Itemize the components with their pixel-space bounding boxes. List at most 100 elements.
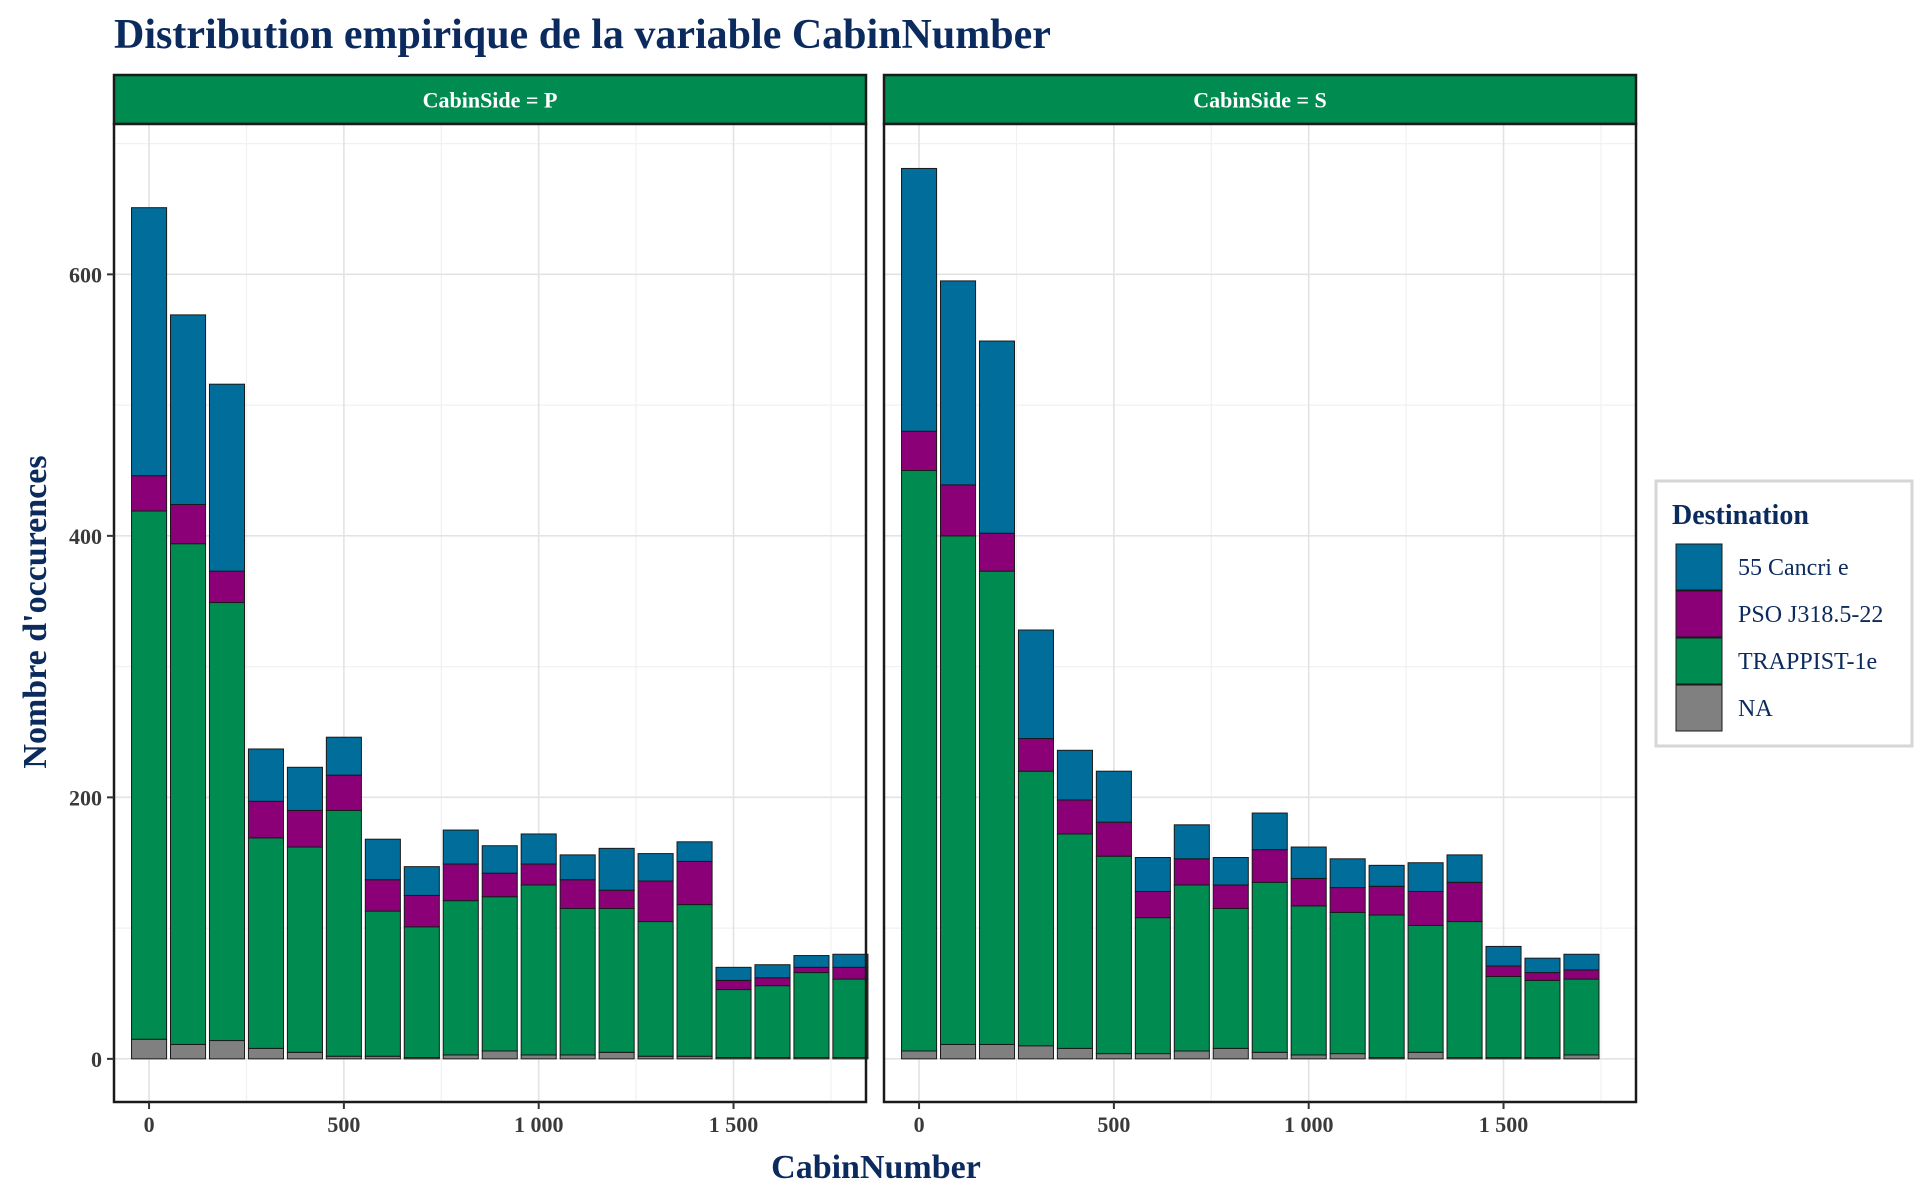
- bar-segment-trappist-1e: [1407, 924, 1444, 1053]
- y-axis-label: Nombre d'occurences: [17, 455, 54, 768]
- panel-border: [882, 122, 1638, 1104]
- bar-segment-trappist-1e: [598, 907, 635, 1053]
- bar-segment-pso-j318-5-22: [559, 879, 596, 909]
- bar-segment-trappist-1e: [208, 602, 246, 1042]
- bar-segment-pso-j318-5-22: [170, 503, 207, 545]
- x-tick-label: 0: [914, 1112, 925, 1137]
- bar-segment-trappist-1e: [676, 904, 713, 1057]
- bar-segment-na: [170, 1043, 207, 1060]
- bar-segment-pso-j318-5-22: [1563, 969, 1600, 980]
- bar-segment-na: [940, 1043, 977, 1060]
- bar-segment-trappist-1e: [1329, 911, 1366, 1055]
- bar-segment-pso-j318-5-22: [481, 872, 518, 898]
- legend-label: NA: [1738, 696, 1773, 722]
- bar-segment-na: [208, 1040, 246, 1060]
- bar-segment-pso-j318-5-22: [286, 809, 323, 848]
- x-tick-label: 500: [327, 1112, 360, 1137]
- bar-segment-trappist-1e: [1290, 905, 1327, 1056]
- bar-segment-na: [1329, 1053, 1366, 1060]
- bar-segment-trappist-1e: [1173, 884, 1210, 1052]
- x-tick-label: 1 500: [709, 1112, 759, 1137]
- bar-segment-55-cancri-e: [715, 966, 752, 981]
- bar-segment-trappist-1e: [832, 978, 869, 1059]
- bar-segment-trappist-1e: [481, 896, 518, 1052]
- bar-segment-trappist-1e: [978, 570, 1016, 1045]
- bar-segment-pso-j318-5-22: [1212, 884, 1249, 909]
- bar-segment-55-cancri-e: [1251, 812, 1288, 851]
- bar-segment-na: [978, 1043, 1016, 1060]
- bar-segment-pso-j318-5-22: [978, 532, 1016, 572]
- bar-segment-pso-j318-5-22: [403, 894, 440, 928]
- bar-segment-trappist-1e: [940, 535, 977, 1045]
- bar-segment-55-cancri-e: [598, 847, 635, 891]
- bar-segment-pso-j318-5-22: [442, 863, 479, 902]
- bar-segment-pso-j318-5-22: [247, 800, 284, 839]
- bar-segment-trappist-1e: [1212, 907, 1249, 1049]
- bar-segment-pso-j318-5-22: [1446, 881, 1483, 923]
- facet-panel: CabinSide = S 0 500 1 000 1 500: [882, 73, 1638, 1137]
- legend-swatch: [1675, 590, 1723, 638]
- bar-segment-pso-j318-5-22: [1524, 972, 1561, 981]
- bar-segment-pso-j318-5-22: [940, 484, 977, 537]
- facet-panel: CabinSide = P 0 500 1 000 1 500 0 200 400 600: [69, 73, 869, 1137]
- chart-title: Distribution empirique de la variable Ca…: [114, 12, 1051, 58]
- bar-segment-trappist-1e: [754, 985, 791, 1059]
- bar-segment-pso-j318-5-22: [1173, 858, 1210, 886]
- x-axis-label: CabinNumber: [771, 1149, 981, 1186]
- bar-segment-55-cancri-e: [403, 866, 440, 896]
- bar-segment-55-cancri-e: [793, 955, 830, 968]
- legend-label: TRAPPIST-1e: [1738, 649, 1877, 675]
- bar-segment-na: [1173, 1050, 1210, 1060]
- bar-segment-na: [442, 1054, 479, 1060]
- x-tick-label: 1 000: [514, 1112, 564, 1137]
- bar-segment-pso-j318-5-22: [754, 977, 791, 987]
- bar-segment-pso-j318-5-22: [364, 879, 401, 912]
- bar-segment-pso-j318-5-22: [1290, 877, 1327, 907]
- y-tick-label: 200: [69, 785, 102, 810]
- bar-segment-55-cancri-e: [325, 736, 362, 776]
- facet-strip-label: CabinSide = P: [423, 88, 558, 113]
- bar-segment-55-cancri-e: [1368, 864, 1405, 887]
- bar-segment-na: [131, 1038, 168, 1060]
- bar-segment-pso-j318-5-22: [1251, 849, 1288, 883]
- bar-segment-55-cancri-e: [676, 841, 713, 862]
- bar-segment-trappist-1e: [520, 884, 557, 1056]
- bar-segment-trappist-1e: [1368, 914, 1405, 1059]
- bar-segment-trappist-1e: [793, 972, 830, 1059]
- bar-segment-55-cancri-e: [1173, 824, 1210, 860]
- bar-segment-trappist-1e: [1524, 979, 1561, 1059]
- bar-segment-55-cancri-e: [364, 838, 401, 881]
- bar-segment-na: [1212, 1047, 1249, 1060]
- bar-segment-trappist-1e: [1095, 855, 1132, 1055]
- bar-segment-pso-j318-5-22: [793, 966, 830, 974]
- legend-title: Destination: [1672, 500, 1809, 531]
- bar-segment-pso-j318-5-22: [1329, 887, 1366, 913]
- bar-segment-55-cancri-e: [520, 833, 557, 865]
- x-tick-label: 1 500: [1479, 1112, 1529, 1137]
- bar-segment-55-cancri-e: [1485, 945, 1522, 967]
- bar-segment-na: [559, 1054, 596, 1060]
- bar-segment-trappist-1e: [325, 809, 362, 1057]
- bar-segment-trappist-1e: [901, 469, 938, 1052]
- bar-segment-55-cancri-e: [1290, 846, 1327, 879]
- bar-segment-55-cancri-e: [559, 854, 596, 881]
- panel-border: [112, 122, 868, 1104]
- bar-segment-na: [1251, 1051, 1288, 1060]
- x-tick-label: 1 000: [1284, 1112, 1334, 1137]
- legend-swatch: [1675, 637, 1723, 685]
- bar-segment-55-cancri-e: [1212, 857, 1249, 886]
- x-tick-label: 0: [144, 1112, 155, 1137]
- legend: Destination 55 Cancri e PSO J318.5-22 TRAP…: [1654, 479, 1914, 748]
- bar-segment-55-cancri-e: [131, 207, 168, 477]
- bar-segment-pso-j318-5-22: [598, 889, 635, 909]
- bar-segment-pso-j318-5-22: [1056, 799, 1093, 835]
- bar-segment-trappist-1e: [1485, 975, 1522, 1059]
- bar-segment-55-cancri-e: [832, 953, 869, 968]
- bar-segment-55-cancri-e: [940, 280, 977, 486]
- bar-segment-na: [1134, 1053, 1171, 1060]
- bar-segment-na: [901, 1050, 938, 1060]
- bar-segment-pso-j318-5-22: [325, 774, 362, 811]
- bar-segment-pso-j318-5-22: [901, 430, 938, 471]
- bar-segment-trappist-1e: [1017, 770, 1054, 1047]
- bar-segment-pso-j318-5-22: [637, 880, 674, 923]
